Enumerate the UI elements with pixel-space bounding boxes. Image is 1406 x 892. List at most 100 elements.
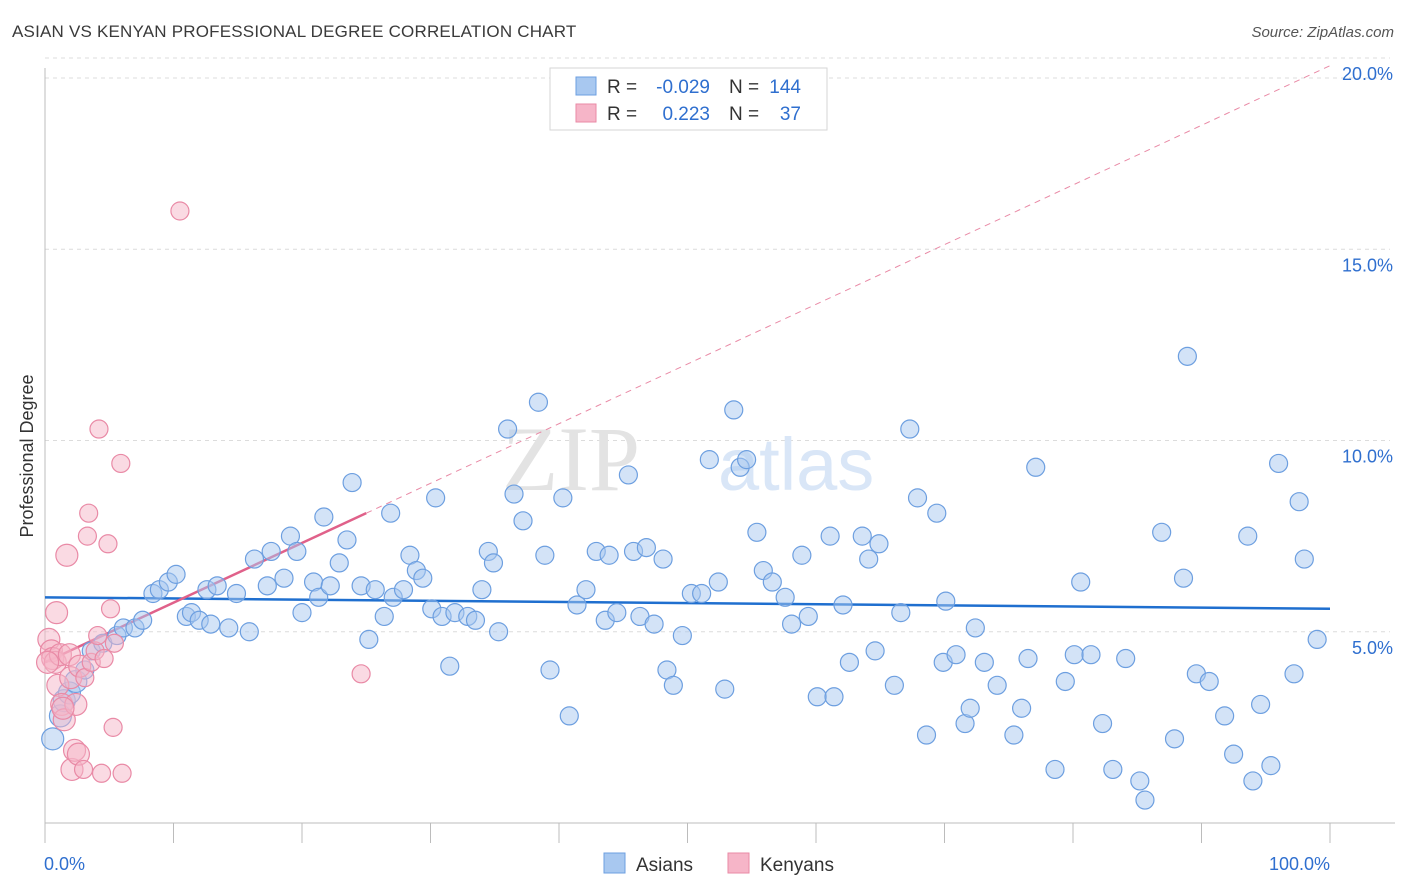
asian-point	[884, 675, 904, 695]
asian-point	[692, 583, 712, 604]
asian-point	[1081, 645, 1101, 665]
asian-r-label: R =	[607, 77, 637, 98]
kenyan-point	[79, 503, 99, 523]
asian-point	[309, 587, 329, 607]
asian-point	[852, 526, 872, 546]
y-tick-label: 15.0%	[1342, 255, 1393, 275]
asian-point	[1173, 568, 1194, 588]
asian-point	[618, 465, 638, 485]
asian-point	[916, 725, 937, 745]
asian-point	[1018, 648, 1038, 669]
asian-point	[337, 530, 357, 550]
asian-point	[465, 610, 486, 630]
asian-point	[663, 675, 683, 695]
asian-point	[257, 576, 277, 596]
asian-point	[440, 656, 460, 676]
kenyan-point	[94, 648, 114, 669]
kenyan-point	[89, 419, 109, 439]
asian-point	[472, 580, 492, 600]
asian-point	[1135, 790, 1155, 810]
asian-point	[974, 652, 994, 672]
asians-trend-line	[44, 596, 1331, 611]
asian-point	[1294, 549, 1314, 569]
asian-point	[1045, 759, 1065, 780]
asian-point	[869, 534, 889, 554]
asian-point	[762, 572, 782, 592]
source-credit: Source: ZipAtlas.com	[1251, 24, 1394, 41]
asian-point	[715, 679, 735, 699]
asian-point	[374, 606, 394, 627]
kenyan-point	[91, 763, 112, 783]
asian-point	[342, 472, 362, 493]
asian-point	[699, 450, 719, 470]
asian-swatch	[575, 76, 597, 96]
kenyan-point	[112, 763, 132, 783]
legend-asians-swatch	[603, 852, 626, 874]
asian-point	[607, 603, 627, 623]
asian-point	[737, 450, 757, 470]
y-tick-label: 10.0%	[1342, 447, 1393, 467]
asian-n-value: 144	[769, 77, 801, 98]
asian-point	[329, 553, 349, 573]
kenyan-r-value: 0.223	[662, 104, 710, 125]
asian-point	[672, 625, 692, 646]
asian-point	[807, 687, 827, 707]
asian-point	[820, 526, 840, 546]
asian-point	[513, 511, 533, 531]
y-tick-label: 5.0%	[1352, 638, 1393, 658]
data-points	[35, 201, 1327, 810]
kenyan-point	[351, 664, 371, 684]
asian-point	[483, 553, 504, 573]
asian-point	[244, 549, 265, 569]
asian-point	[839, 652, 860, 672]
kenyan-point	[73, 759, 94, 780]
kenyan-n-value: 37	[780, 104, 801, 125]
asian-point	[1004, 725, 1024, 745]
asian-point	[936, 591, 956, 611]
kenyan-r-label: R =	[607, 104, 637, 125]
asian-point	[393, 580, 414, 600]
series-legend: Asians Kenyans	[603, 852, 834, 876]
asian-point	[1261, 756, 1281, 776]
asian-point	[636, 537, 656, 558]
asian-point	[824, 687, 844, 707]
asian-point	[891, 603, 911, 623]
asian-point	[528, 392, 549, 412]
legend-kenyans-label: Kenyans	[760, 855, 834, 876]
asian-point	[1224, 744, 1244, 764]
asian-point	[946, 645, 966, 665]
asian-point	[226, 583, 247, 604]
asian-point	[833, 595, 853, 615]
x-tick-label-left: 0.0%	[44, 854, 85, 874]
y-tick-labels: 5.0% 10.0% 15.0% 20.0%	[1342, 64, 1393, 658]
asian-point	[553, 488, 573, 508]
asian-point	[274, 568, 294, 588]
asian-point	[1055, 671, 1075, 692]
asian-point	[292, 603, 312, 623]
asian-n-label: N =	[729, 77, 759, 98]
asian-point	[1284, 664, 1304, 684]
asian-point	[1011, 698, 1032, 718]
asian-point	[1071, 572, 1091, 592]
asian-point	[1251, 694, 1271, 715]
asian-point	[781, 614, 802, 634]
asian-point	[1152, 522, 1172, 542]
kenyans-trend-extrapolation	[366, 65, 1331, 514]
asian-point	[576, 580, 596, 600]
asian-point	[314, 507, 334, 527]
asian-point	[1092, 713, 1113, 734]
kenyan-point	[103, 717, 123, 737]
asian-point	[359, 629, 379, 650]
kenyan-point	[35, 650, 60, 674]
asian-point	[927, 503, 947, 523]
axes	[44, 68, 1395, 843]
asian-point	[1177, 346, 1197, 366]
asian-point	[1064, 645, 1084, 665]
grid-lines	[45, 57, 1390, 633]
asian-point	[1268, 453, 1289, 474]
asian-point	[775, 587, 795, 607]
asian-point	[1199, 671, 1219, 692]
chart-title: ASIAN VS KENYAN PROFESSIONAL DEGREE CORR…	[12, 22, 577, 41]
asian-point	[219, 618, 239, 638]
